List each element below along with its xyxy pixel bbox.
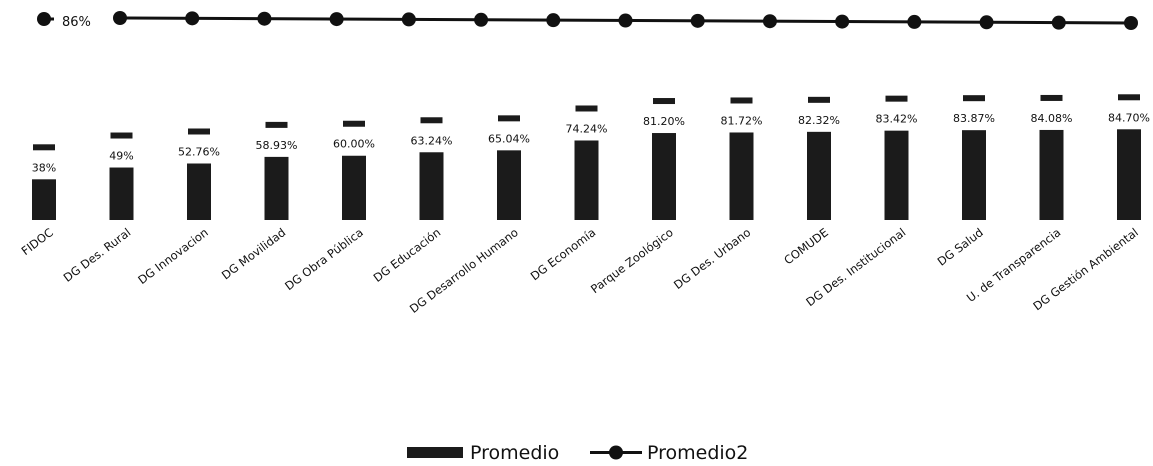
average-line-label: 86%	[62, 15, 91, 30]
data-label-8: 81.20%	[643, 115, 685, 128]
bar-cap-2	[188, 128, 210, 135]
average-line-marker-10	[835, 14, 850, 29]
data-label-7: 74.24%	[566, 122, 608, 135]
data-label-1: 49%	[109, 150, 133, 163]
average-line-layer: 86%	[37, 11, 1138, 30]
bar-cap-11	[885, 95, 908, 102]
bar-6	[497, 150, 521, 220]
average-line-marker-2	[257, 11, 272, 26]
bar-2	[187, 163, 211, 220]
average-line-marker-7	[618, 13, 633, 28]
bar-14	[1117, 129, 1141, 220]
legend-bar-swatch	[407, 447, 463, 458]
category-label-10: COMUDE	[781, 225, 831, 267]
bar-13	[1039, 129, 1064, 220]
category-label-4: DG Obra Pública	[282, 225, 366, 293]
bar-cap-14	[1118, 94, 1140, 101]
category-label-5: DG Educación	[371, 225, 444, 285]
average-line-marker-14	[1124, 16, 1138, 30]
data-label-11: 83.42%	[876, 113, 918, 126]
data-label-9: 81.72%	[721, 114, 763, 127]
data-label-14: 84.70%	[1108, 111, 1150, 124]
bars-layer: 38% 49% 52.76% 58.93% 60.00% 63.24% 65.04% 74.2…	[32, 94, 1150, 220]
bar-cap-3	[265, 121, 288, 128]
average-line-marker-0	[113, 11, 127, 25]
bar-8	[652, 133, 676, 220]
bar-9	[729, 132, 754, 220]
average-line-marker-lead	[37, 12, 51, 26]
bar-3	[264, 156, 289, 220]
data-label-13: 84.08%	[1031, 112, 1073, 125]
category-label-2: DG Innovacion	[135, 225, 211, 287]
legend-line-marker	[609, 445, 623, 460]
bar-cap-0	[33, 144, 55, 151]
bar-4	[342, 155, 366, 220]
average-line-marker-11	[907, 14, 922, 29]
bar-cap-9	[730, 97, 753, 104]
legend-label-promedio2: Promedio2	[647, 442, 748, 464]
category-label-1: DG Des. Rural	[61, 225, 134, 285]
legend: Promedio Promedio2	[407, 442, 748, 464]
average-line-marker-12	[979, 15, 994, 30]
bar-cap-7	[575, 105, 598, 112]
data-label-4: 60.00%	[333, 138, 375, 151]
bar-7	[574, 140, 599, 220]
bar-11	[884, 130, 909, 220]
category-label-8: Parque Zoológico	[588, 225, 676, 296]
average-line-marker-5	[474, 12, 489, 27]
average-line-marker-13	[1051, 15, 1066, 30]
bar-cap-8	[653, 98, 675, 105]
category-label-7: DG Economía	[528, 225, 599, 283]
category-label-12: DG Salud	[935, 225, 986, 268]
legend-label-promedio: Promedio	[470, 442, 559, 464]
data-label-5: 63.24%	[411, 134, 453, 147]
bar-5	[419, 152, 444, 220]
average-line-marker-8	[690, 13, 705, 28]
bar-cap-12	[963, 95, 985, 102]
bar-cap-5	[420, 117, 443, 124]
bar-cap-1	[110, 132, 133, 139]
data-label-0: 38%	[32, 161, 56, 174]
bar-12	[962, 130, 986, 220]
category-label-3: DG Movilidad	[219, 225, 288, 282]
average-line-marker-3	[329, 12, 344, 27]
bar-cap-10	[808, 96, 830, 103]
average-line-marker-9	[762, 14, 777, 29]
data-label-3: 58.93%	[256, 139, 298, 152]
data-label-10: 82.32%	[798, 114, 840, 127]
data-label-12: 83.87%	[953, 112, 995, 125]
data-label-6: 65.04%	[488, 132, 530, 145]
bar-cap-4	[343, 120, 365, 127]
bar-0	[32, 179, 56, 220]
category-label-0: FIDOC	[19, 225, 56, 258]
data-label-2: 52.76%	[178, 145, 220, 158]
bar-1	[109, 167, 134, 220]
average-line-marker-1	[185, 11, 200, 26]
bar-cap-13	[1040, 94, 1063, 101]
category-label-9: DG Des. Urbano	[671, 225, 753, 292]
average-line-marker-6	[546, 13, 561, 28]
bar-10	[807, 131, 831, 220]
average-line-marker-4	[401, 12, 416, 27]
bar-cap-6	[498, 115, 520, 122]
category-labels-layer: FIDOC DG Des. Rural DG Innovacion DG Movili…	[19, 225, 1141, 316]
